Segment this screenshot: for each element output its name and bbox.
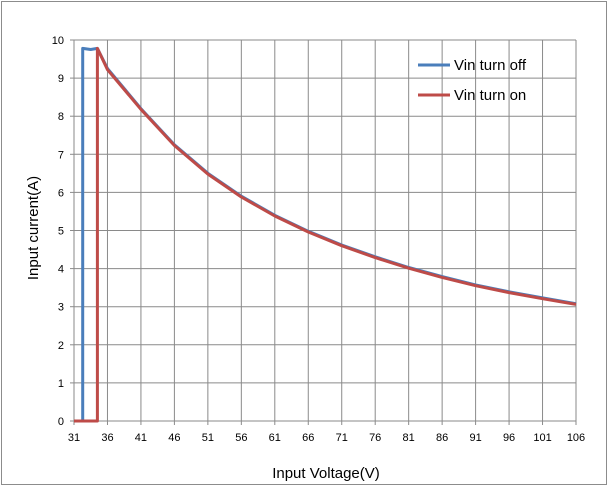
x-tick-label: 91 xyxy=(469,432,481,444)
x-tick-label: 56 xyxy=(235,432,247,444)
x-tick-label: 61 xyxy=(269,432,281,444)
y-tick-labels: 0 1 2 3 4 5 6 7 8 9 10 xyxy=(52,35,64,428)
x-tick-label: 76 xyxy=(369,432,381,444)
legend: Vin turn off Vin turn on xyxy=(418,57,527,104)
x-tick-label: 101 xyxy=(533,432,551,444)
series-line-vin-turn-on xyxy=(74,46,577,423)
x-tick-label: 96 xyxy=(503,432,515,444)
y-tick-label: 10 xyxy=(52,35,64,47)
series-line-vin-turn-off xyxy=(74,46,577,423)
x-tick-label: 46 xyxy=(168,432,180,444)
y-tick-label: 9 xyxy=(58,73,64,85)
y-tick-label: 3 xyxy=(58,302,64,314)
y-tick-label: 6 xyxy=(58,187,64,199)
x-tick-label: 66 xyxy=(302,432,314,444)
y-tick-label: 4 xyxy=(58,264,64,276)
x-tick-label: 31 xyxy=(68,432,80,444)
gridlines xyxy=(74,39,577,421)
y-tick-label: 5 xyxy=(58,226,64,238)
x-tick-label: 106 xyxy=(567,432,585,444)
x-tick-label: 51 xyxy=(202,432,214,444)
x-tick-labels: 31 36 41 46 51 56 61 66 71 76 81 86 91 96 101 106 xyxy=(68,432,585,444)
x-axis-title: Input Voltage(V) xyxy=(272,465,380,482)
legend-label-vin-turn-off: Vin turn off xyxy=(454,57,527,74)
x-tick-label: 81 xyxy=(403,432,415,444)
y-tick-label: 1 xyxy=(58,378,64,390)
series-lines xyxy=(74,46,577,423)
x-tick-label: 41 xyxy=(135,432,147,444)
x-tick-label: 86 xyxy=(436,432,448,444)
legend-label-vin-turn-on: Vin turn on xyxy=(454,87,526,104)
y-tick-label: 0 xyxy=(58,416,64,428)
x-tick-label: 36 xyxy=(101,432,113,444)
axes xyxy=(70,39,577,425)
y-axis-title: Input current(A) xyxy=(25,176,42,280)
y-tick-label: 8 xyxy=(58,111,64,123)
y-tick-label: 7 xyxy=(58,149,64,161)
y-tick-label: 2 xyxy=(58,340,64,352)
x-tick-label: 71 xyxy=(336,432,348,444)
